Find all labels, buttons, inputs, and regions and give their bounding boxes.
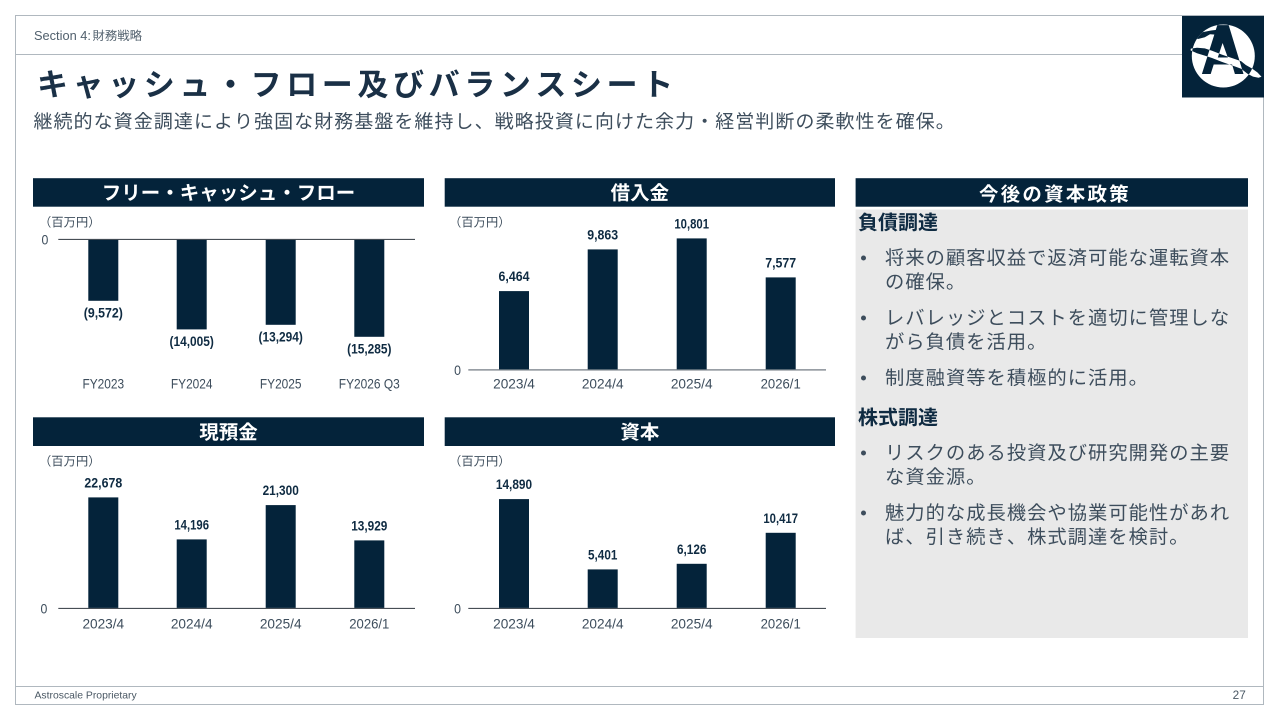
svg-text:14,196: 14,196 [174, 517, 209, 532]
svg-text:21,300: 21,300 [263, 483, 299, 498]
svg-text:14,890: 14,890 [496, 477, 532, 492]
svg-text:Section 4:: Section 4: [34, 28, 91, 43]
svg-text:(15,285): (15,285) [347, 341, 391, 356]
svg-text:FY2026 Q3: FY2026 Q3 [339, 377, 400, 392]
svg-text:2024/4: 2024/4 [582, 377, 624, 392]
svg-text:0: 0 [454, 363, 461, 378]
svg-text:2026/1: 2026/1 [761, 377, 801, 392]
svg-text:22,678: 22,678 [84, 475, 122, 490]
svg-text:0: 0 [454, 601, 461, 616]
svg-text:(13,294): (13,294) [259, 329, 303, 344]
svg-text:0: 0 [41, 232, 48, 247]
svg-text:(9,572): (9,572) [84, 305, 123, 320]
svg-text:2026/1: 2026/1 [761, 617, 801, 632]
svg-text:2024/4: 2024/4 [171, 617, 213, 632]
svg-text:27: 27 [1233, 688, 1246, 702]
svg-text:6,126: 6,126 [677, 542, 707, 557]
svg-text:2023/4: 2023/4 [493, 617, 535, 632]
svg-text:9,863: 9,863 [587, 227, 618, 242]
svg-text:2023/4: 2023/4 [82, 617, 124, 632]
svg-text:13,929: 13,929 [351, 518, 387, 533]
svg-text:7,577: 7,577 [765, 255, 796, 270]
svg-text:2025/4: 2025/4 [671, 617, 713, 632]
svg-text:2026/1: 2026/1 [349, 617, 389, 632]
svg-text:0: 0 [40, 601, 47, 616]
svg-text:FY2023: FY2023 [83, 377, 125, 392]
svg-text:2025/4: 2025/4 [260, 617, 302, 632]
svg-text:Astroscale Proprietary: Astroscale Proprietary [35, 691, 138, 702]
svg-text:2024/4: 2024/4 [582, 617, 624, 632]
svg-text:10,801: 10,801 [674, 216, 709, 231]
svg-text:(14,005): (14,005) [170, 334, 214, 349]
svg-text:5,401: 5,401 [588, 547, 618, 562]
svg-text:FY2025: FY2025 [260, 377, 302, 392]
svg-text:2025/4: 2025/4 [671, 377, 713, 392]
svg-text:10,417: 10,417 [763, 511, 798, 526]
svg-text:FY2024: FY2024 [171, 377, 213, 392]
svg-text:6,464: 6,464 [499, 269, 530, 284]
svg-text:2023/4: 2023/4 [493, 377, 535, 392]
